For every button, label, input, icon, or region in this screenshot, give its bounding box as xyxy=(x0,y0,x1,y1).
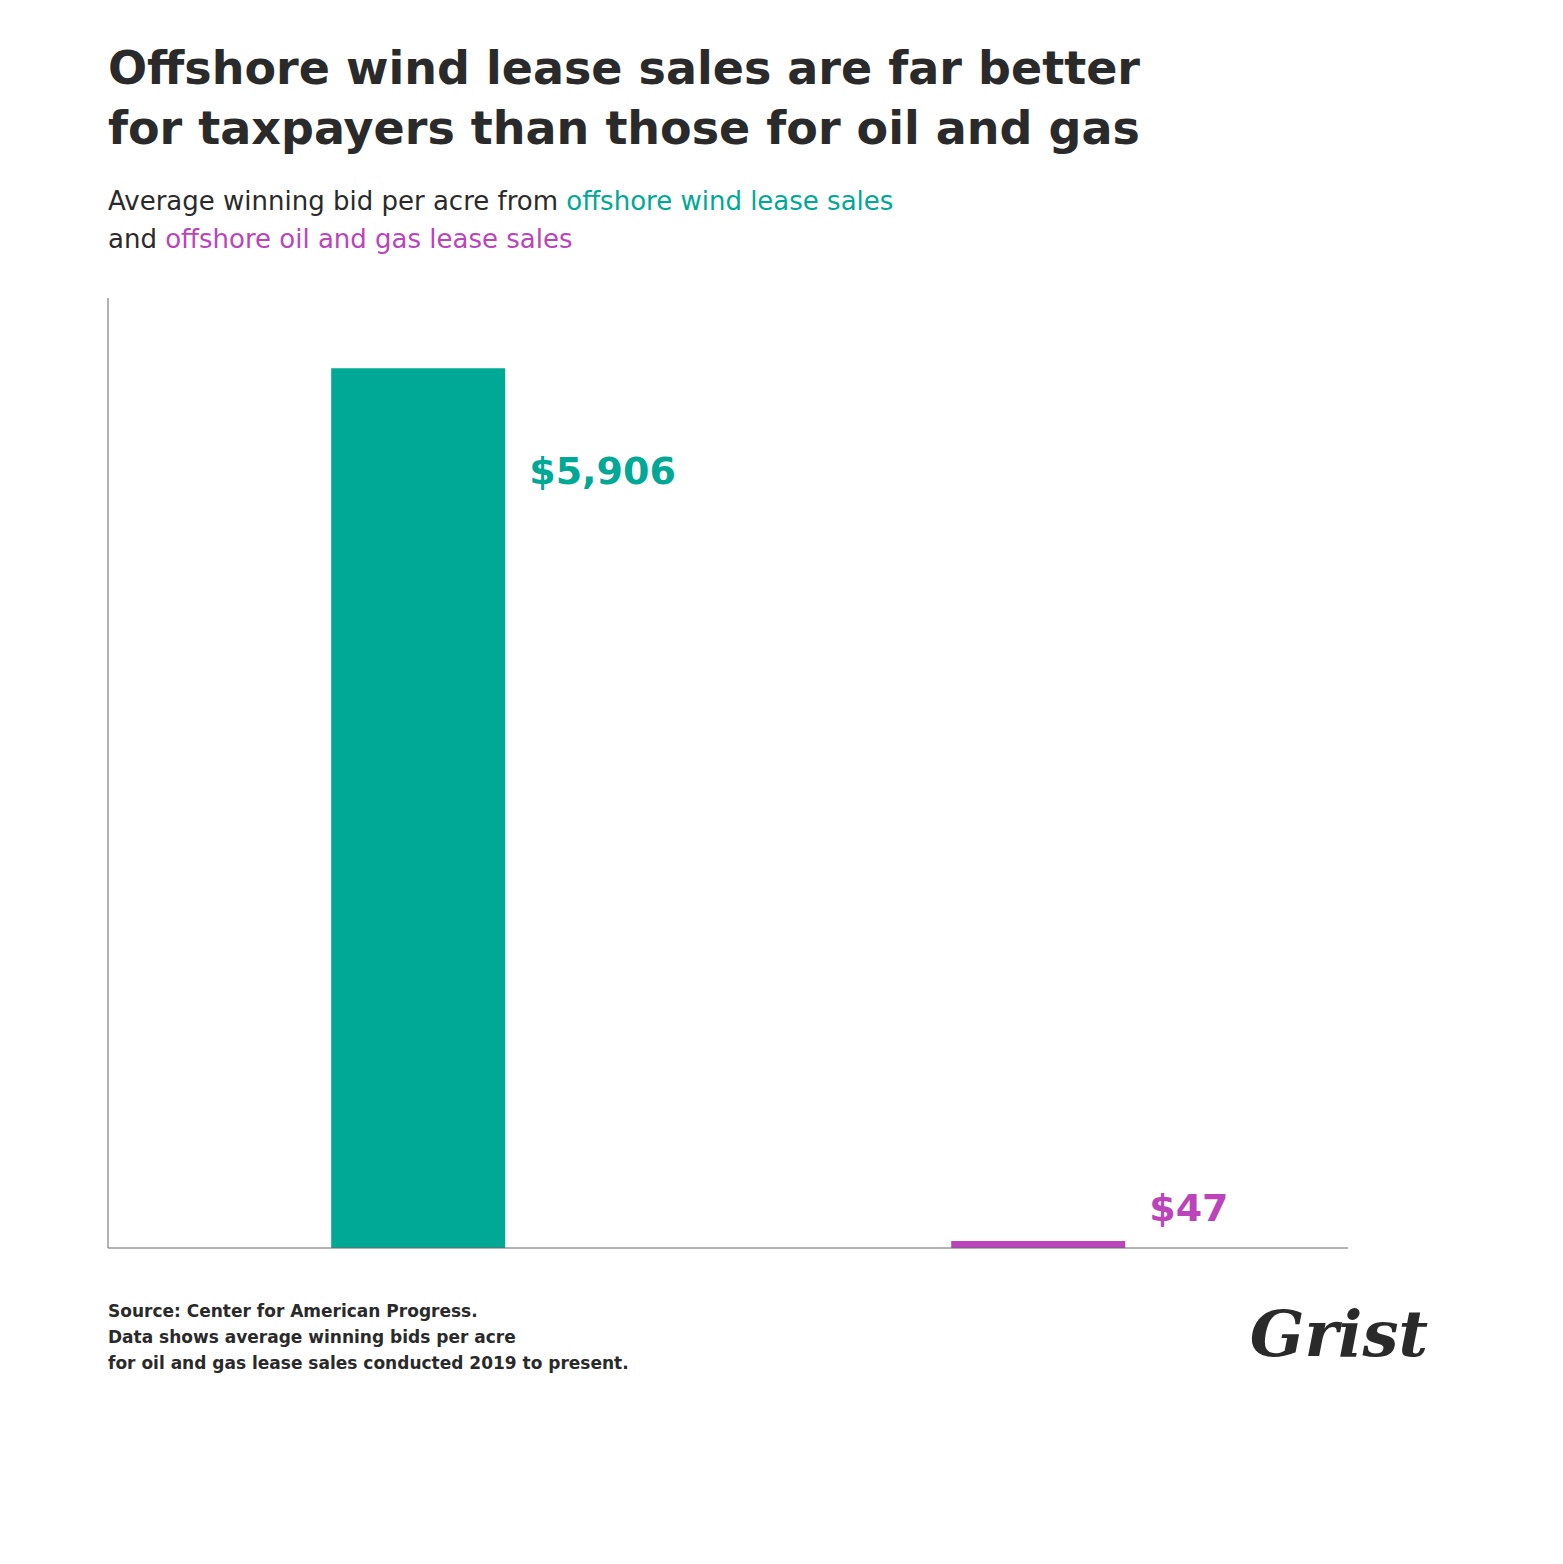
svg-text:$47: $47 xyxy=(1149,1186,1228,1230)
html-text:Grist: Grist xyxy=(1249,1296,1428,1371)
html-text:and offshore oil and gas lease: and offshore oil and gas lease sales xyxy=(108,224,573,254)
html-text:Offshore wind lease sales are: Offshore wind lease sales are far better xyxy=(108,41,1140,95)
html-text:Source: Center for American Pr: Source: Center for American Progress. xyxy=(108,1301,478,1321)
html-text:for oil and gas lease sales co: for oil and gas lease sales conducted 20… xyxy=(108,1353,629,1373)
html-text:for taxpayers than those for o: for taxpayers than those for oil and gas xyxy=(108,101,1140,155)
svg-text:$5,906: $5,906 xyxy=(529,449,676,493)
html-text:Average winning bid per acre f: Average winning bid per acre from offsho… xyxy=(108,186,894,216)
html-text:Data shows average winning bid: Data shows average winning bids per acre xyxy=(108,1327,516,1347)
